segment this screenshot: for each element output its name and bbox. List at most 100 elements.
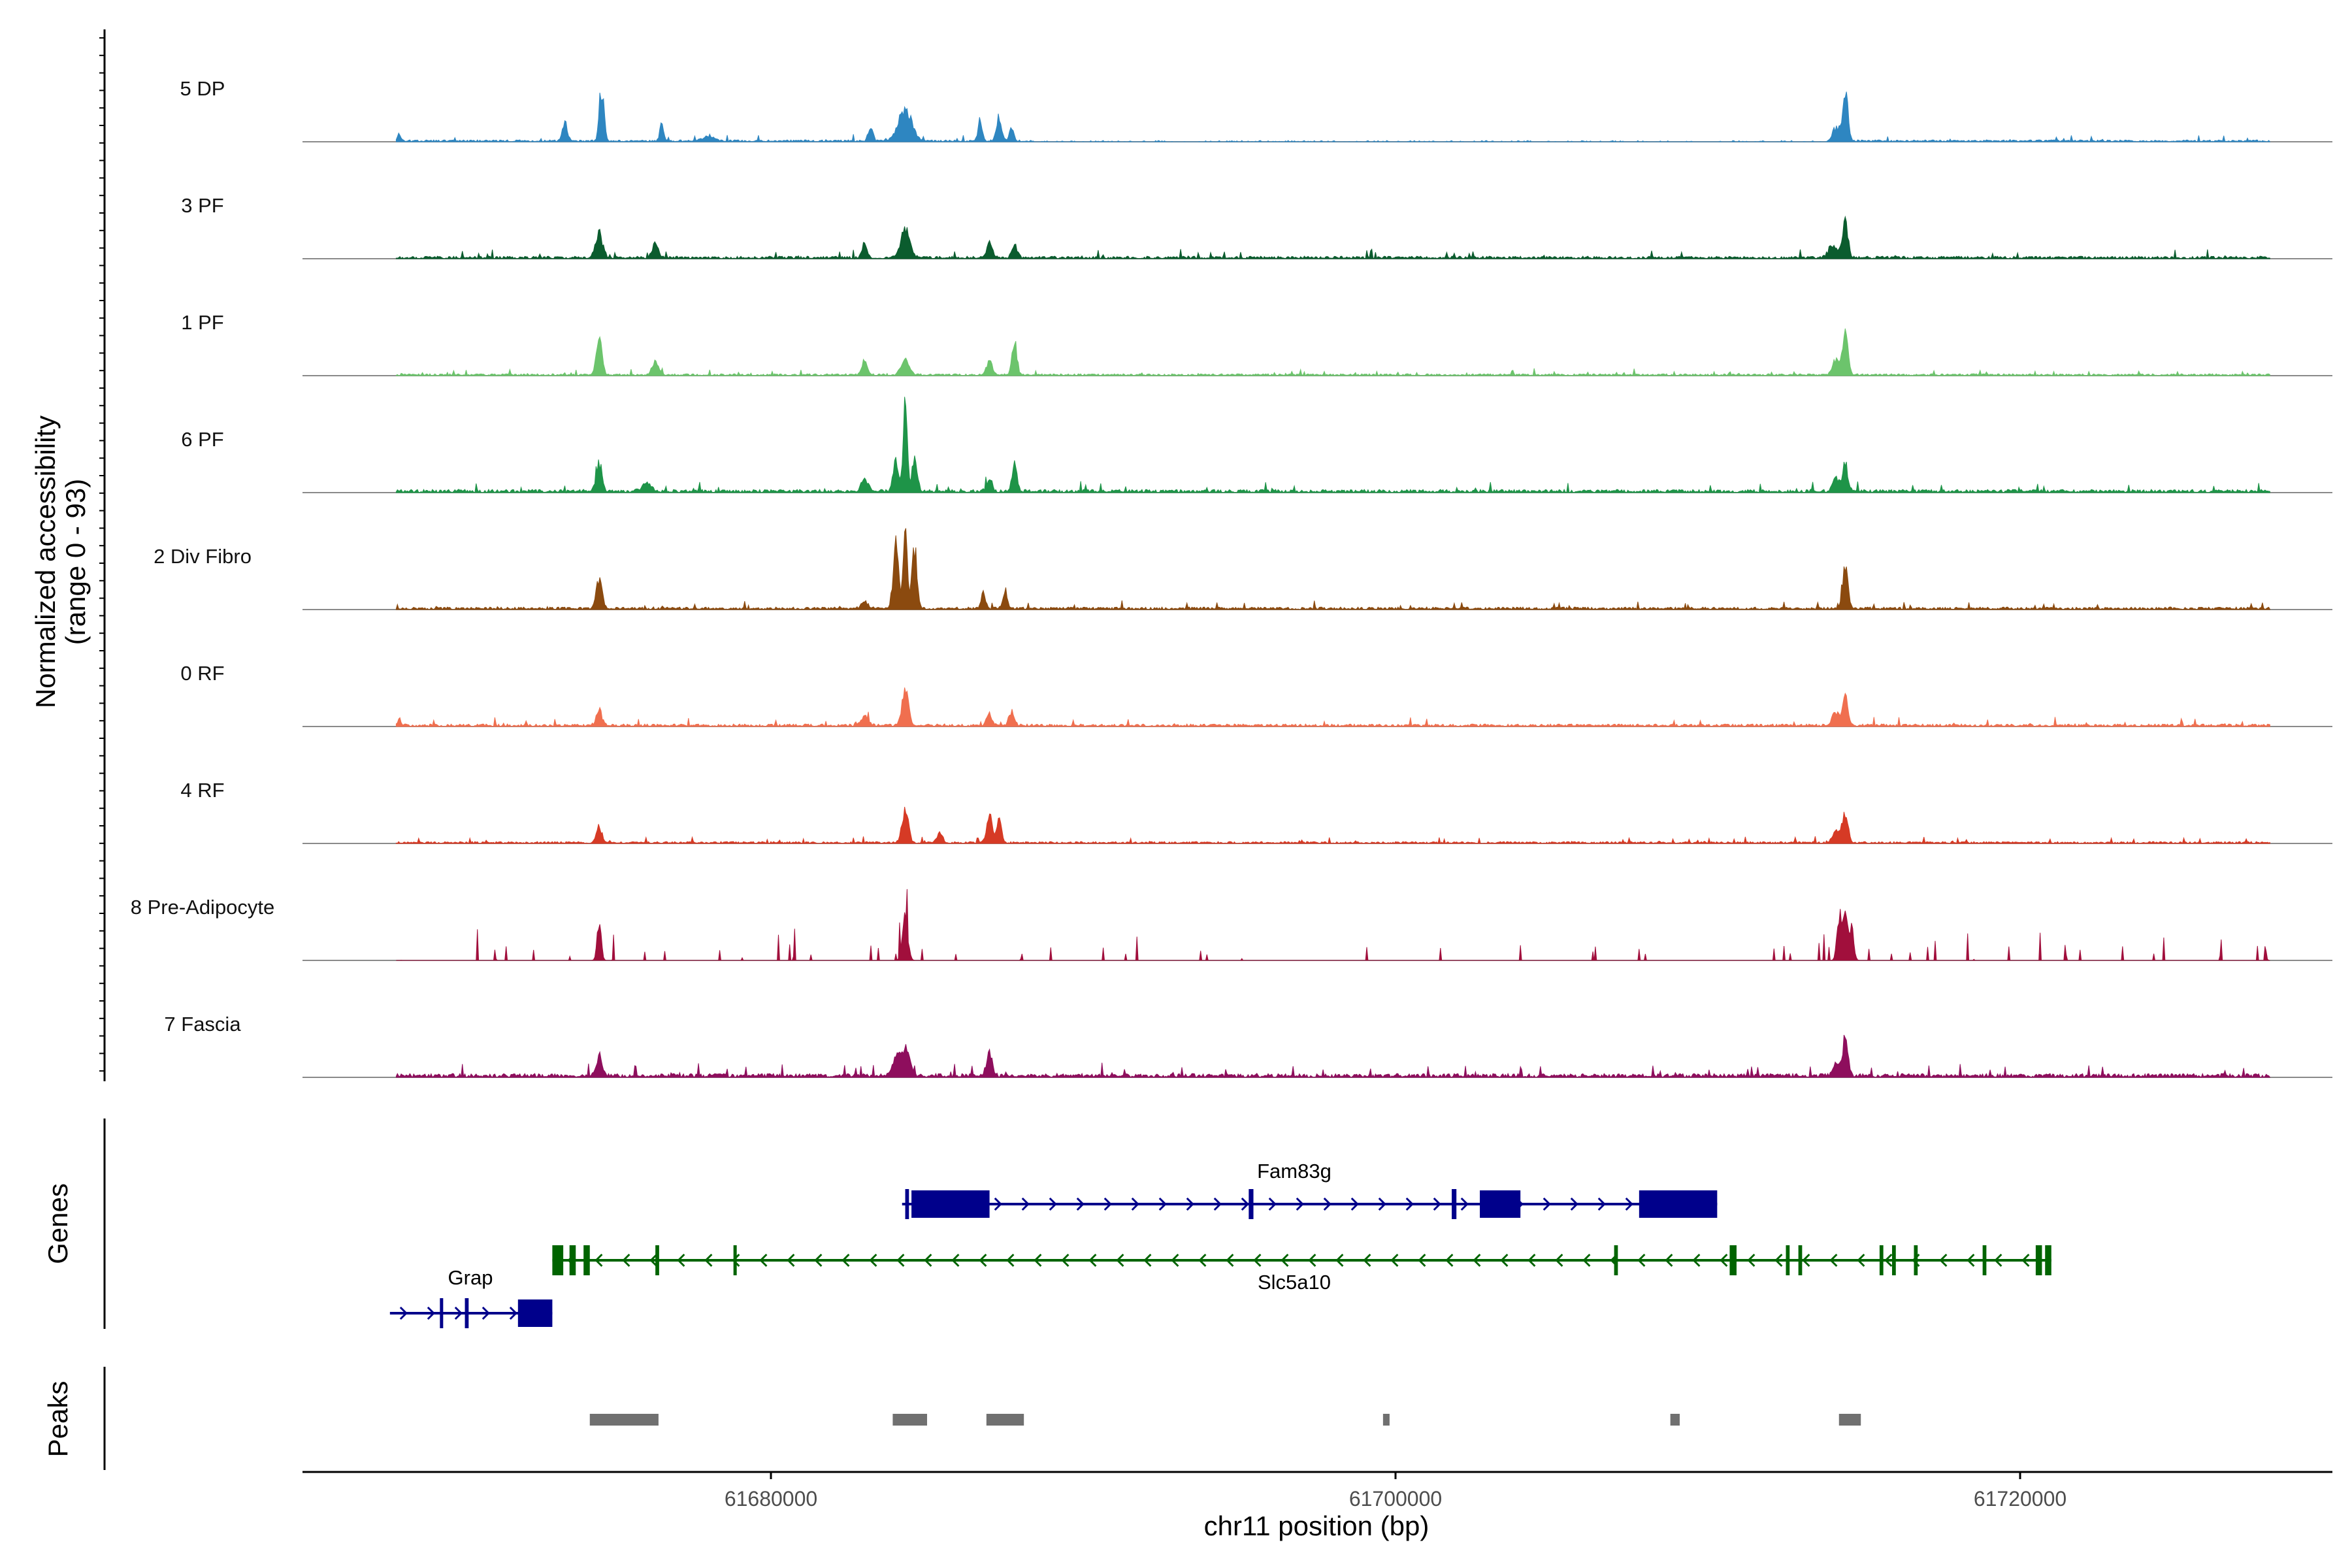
strand-arrow — [704, 1253, 713, 1267]
exon — [1786, 1245, 1790, 1275]
gene-fam83g: Fam83g — [902, 1160, 1718, 1219]
coverage-area — [395, 1034, 2270, 1079]
strand-arrow — [2021, 1253, 2030, 1267]
exon — [1982, 1245, 1987, 1275]
strand-arrow — [1802, 1253, 1810, 1267]
coverage-area — [395, 528, 2270, 611]
track-label: 1 PF — [181, 311, 223, 334]
track-0-rf: 0 RF — [180, 662, 2332, 727]
peak-region — [589, 1414, 659, 1426]
track-7-fascia: 7 Fascia — [164, 1013, 2332, 1079]
track-label: 8 Pre-Adipocyte — [131, 896, 275, 919]
exon — [1480, 1190, 1521, 1218]
exon — [905, 1189, 909, 1219]
strand-arrow — [399, 1306, 408, 1320]
strand-arrow — [1378, 1197, 1386, 1211]
strand-arrow — [1720, 1253, 1728, 1267]
strand-arrow — [1582, 1253, 1591, 1267]
strand-arrow — [951, 1253, 960, 1267]
strand-arrow — [814, 1253, 823, 1267]
strand-arrow — [1350, 1197, 1359, 1211]
strand-arrow — [1884, 1253, 1893, 1267]
exon — [2035, 1245, 2042, 1275]
exon — [1639, 1190, 1718, 1218]
exon — [1879, 1245, 1884, 1275]
strand-arrow — [1323, 1197, 1331, 1211]
peak-region — [986, 1414, 1024, 1426]
track-2-div-fibro: 2 Div Fibro — [154, 528, 2332, 611]
strand-arrow — [1500, 1253, 1509, 1267]
track-label: 5 DP — [180, 77, 225, 100]
strand-arrow — [677, 1253, 685, 1267]
strand-arrow — [1473, 1253, 1481, 1267]
track-1-pf: 1 PF — [181, 311, 2332, 377]
strand-arrow — [1049, 1197, 1057, 1211]
strand-arrow — [1158, 1197, 1167, 1211]
strand-arrow — [1268, 1197, 1277, 1211]
coverage-area — [395, 687, 2270, 727]
exon — [552, 1245, 564, 1275]
exon — [655, 1245, 659, 1275]
track-3-pf: 3 PF — [181, 194, 2332, 260]
strand-arrow — [1116, 1253, 1124, 1267]
strand-arrow — [1445, 1253, 1454, 1267]
strand-arrow — [1296, 1197, 1304, 1211]
strand-arrow — [1335, 1253, 1344, 1267]
strand-arrow — [1226, 1253, 1234, 1267]
x-tick-label: 61720000 — [1974, 1487, 2066, 1511]
exon — [911, 1190, 990, 1218]
exon — [1914, 1245, 1918, 1275]
strand-arrow — [1363, 1253, 1371, 1267]
coverage-area — [395, 215, 2270, 260]
strand-arrow — [427, 1306, 435, 1320]
coverage-area — [395, 806, 2270, 845]
x-axis-title: chr11 position (bp) — [1204, 1511, 1429, 1541]
coverage-area — [396, 889, 2270, 961]
track-label: 0 RF — [180, 662, 224, 685]
strand-arrow — [979, 1253, 987, 1267]
exon — [733, 1245, 737, 1275]
strand-arrow — [1021, 1197, 1030, 1211]
gene-label: Slc5a10 — [1258, 1271, 1331, 1294]
exon — [1614, 1245, 1618, 1275]
coverage-tracks: 5 DP 3 PF 1 PF 6 PF 2 Div Fibro 0 RF 4 RF 8 Pre… — [131, 77, 2332, 1079]
strand-arrow — [1570, 1197, 1578, 1211]
coverage-area — [395, 397, 2270, 494]
strand-arrow — [1186, 1197, 1194, 1211]
strand-arrow — [1076, 1197, 1085, 1211]
strand-arrow — [1418, 1253, 1426, 1267]
strand-arrow — [869, 1253, 877, 1267]
x-tick-label: 61700000 — [1349, 1487, 1442, 1511]
strand-arrow — [1637, 1253, 1646, 1267]
peak-region — [892, 1414, 927, 1426]
strand-arrow — [1543, 1197, 1551, 1211]
exon — [440, 1298, 444, 1328]
strand-arrow — [1774, 1253, 1783, 1267]
track-4-rf: 4 RF — [180, 779, 2332, 845]
coverage-ylabel-range: (range 0 - 93) — [60, 479, 91, 645]
strand-arrow — [1747, 1253, 1756, 1267]
strand-arrow — [1967, 1253, 1975, 1267]
exon — [517, 1299, 553, 1327]
peaks-title: Peaks — [42, 1381, 73, 1458]
strand-arrow — [1198, 1253, 1207, 1267]
gene-label: Grap — [448, 1266, 493, 1289]
strand-arrow — [1555, 1253, 1563, 1267]
coverage-area — [395, 91, 2270, 143]
exon — [1452, 1189, 1457, 1219]
strand-arrow — [1061, 1253, 1070, 1267]
track-label: 6 PF — [181, 428, 223, 451]
strand-arrow — [482, 1306, 490, 1320]
strand-arrow — [1281, 1253, 1289, 1267]
exon — [1249, 1189, 1254, 1219]
strand-arrow — [1131, 1197, 1139, 1211]
strand-arrow — [1405, 1197, 1414, 1211]
track-label: 4 RF — [180, 779, 224, 802]
strand-arrow — [1665, 1253, 1673, 1267]
gene-track: Fam83g Slc5a10 Grap — [389, 1160, 2051, 1328]
track-6-pf: 6 PF — [181, 397, 2332, 494]
strand-arrow — [622, 1253, 630, 1267]
strand-arrow — [1625, 1197, 1633, 1211]
strand-arrow — [1143, 1253, 1152, 1267]
